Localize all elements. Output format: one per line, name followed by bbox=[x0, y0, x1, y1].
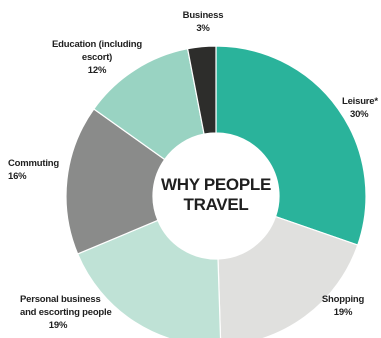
slice-value-label: 30% bbox=[350, 109, 369, 120]
slice-name-label: Shopping bbox=[322, 294, 365, 305]
slice-label-commuting: Commuting 16% bbox=[8, 158, 59, 182]
slice-value-label: 19% bbox=[334, 307, 353, 318]
slice-value-label: 19% bbox=[49, 320, 68, 331]
slice-labels: Leisure* 30% Shopping 19% Personal business a… bbox=[8, 10, 379, 331]
slice-label-shopping: Shopping 19% bbox=[322, 294, 365, 318]
slice-name-label: Education (including bbox=[52, 39, 142, 50]
slice-name-label: Commuting bbox=[8, 158, 59, 169]
chart-title: WHY PEOPLE TRAVEL bbox=[161, 175, 271, 214]
slice-value-label: 3% bbox=[196, 23, 210, 34]
donut-center-hole bbox=[153, 133, 279, 259]
slice-name-label: and escorting people bbox=[20, 307, 112, 318]
chart-title-line-2: TRAVEL bbox=[184, 195, 249, 214]
slice-label-education-including-escort: Education (including escort) 12% bbox=[52, 39, 142, 76]
slice-label-business: Business 3% bbox=[183, 10, 224, 34]
slice-name-label: Personal business bbox=[20, 294, 101, 305]
slice-value-label: 16% bbox=[8, 171, 27, 182]
slice-label-leisure: Leisure* 30% bbox=[342, 96, 378, 120]
slice-name-label: escort) bbox=[82, 52, 112, 63]
slice-label-personal-business-and-escorting-people: Personal business and escorting people 19% bbox=[20, 294, 112, 331]
slice-name-label: Business bbox=[183, 10, 224, 21]
chart-title-line-1: WHY PEOPLE bbox=[161, 175, 271, 194]
slice-name-label: Leisure* bbox=[342, 96, 378, 107]
slice-value-label: 12% bbox=[88, 65, 107, 76]
